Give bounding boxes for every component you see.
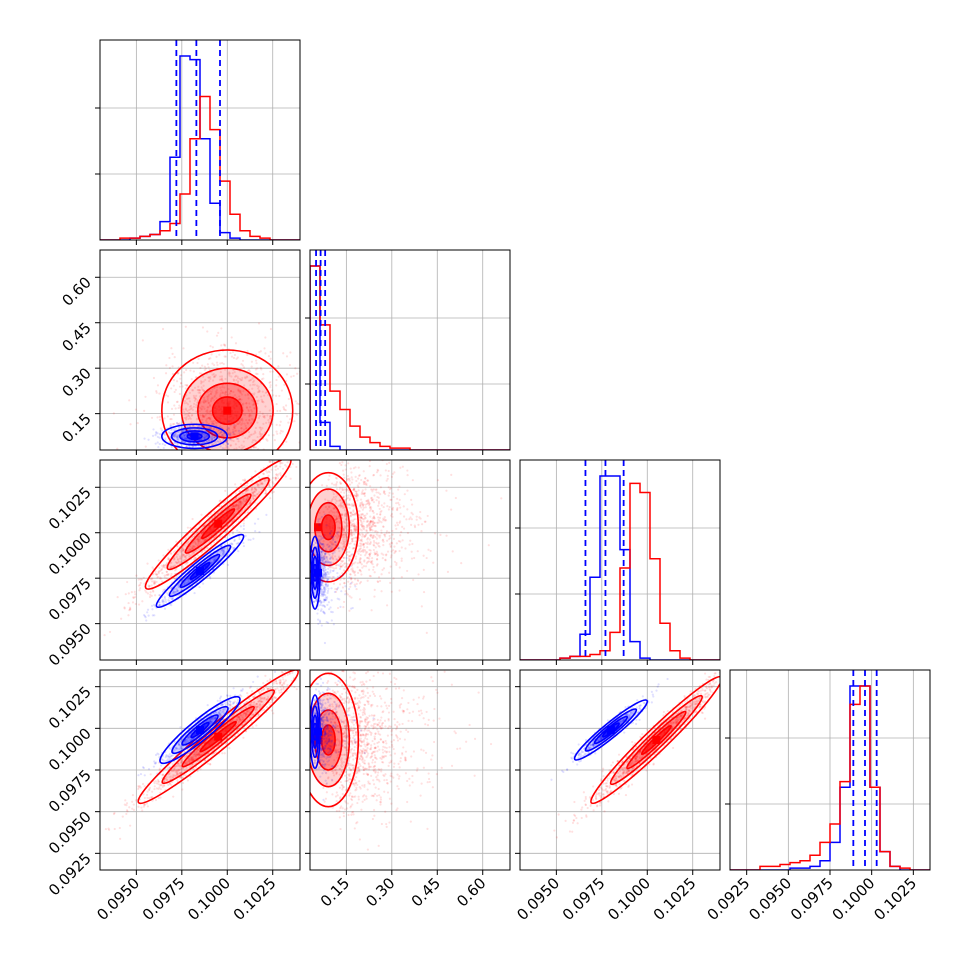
contours-red bbox=[310, 471, 360, 583]
peak-blue bbox=[606, 726, 615, 734]
panel-frame bbox=[309, 249, 511, 451]
peak-blue bbox=[190, 432, 199, 441]
y-tick-label: 0.45 bbox=[58, 319, 94, 355]
y-tick-label: 0.1000 bbox=[45, 724, 95, 774]
peak-red bbox=[652, 736, 661, 744]
hist-red-step bbox=[100, 95, 300, 240]
x-tick-label: 0.0950 bbox=[93, 874, 143, 924]
contours-red bbox=[161, 349, 294, 450]
contours-blue bbox=[310, 535, 322, 610]
y-tick-label: 0.0925 bbox=[45, 849, 95, 899]
panel-plot-area bbox=[100, 460, 300, 660]
peak-blue bbox=[314, 727, 322, 736]
contour-level-0 bbox=[310, 471, 360, 583]
contour-level-0 bbox=[155, 533, 245, 609]
peak-red bbox=[214, 519, 223, 528]
x-tick-label: 0.1000 bbox=[829, 874, 879, 924]
y-tick-label: 0.1025 bbox=[45, 683, 95, 733]
panel-plot-area bbox=[520, 460, 720, 660]
hist-red-step bbox=[520, 482, 720, 660]
x-tick-label: 0.60 bbox=[453, 874, 489, 910]
x-tick-label: 0.0975 bbox=[559, 874, 609, 924]
contour-level-0 bbox=[590, 675, 720, 805]
contour-level-0 bbox=[159, 695, 241, 765]
y-tick-label: 0.0950 bbox=[45, 808, 95, 858]
y-tick-label: 0.0975 bbox=[45, 766, 95, 816]
panel-2-1 bbox=[309, 459, 511, 661]
panel-frame bbox=[309, 459, 511, 661]
y-tick-label: 0.0975 bbox=[45, 574, 95, 624]
y-tick-label: 0.30 bbox=[58, 364, 94, 400]
y-tick-label: 0.1000 bbox=[45, 529, 95, 579]
x-tick-label: 0.1025 bbox=[650, 874, 700, 924]
peak-red bbox=[214, 732, 223, 741]
y-tick-label: 0.60 bbox=[58, 273, 94, 309]
contours-blue bbox=[573, 699, 649, 761]
panel-plot-area bbox=[310, 670, 510, 870]
x-tick-label: 0.45 bbox=[408, 874, 444, 910]
scatter-red bbox=[316, 670, 493, 851]
y-tick-label: 0.15 bbox=[58, 410, 94, 446]
panel-plot-area bbox=[310, 460, 510, 660]
panel-3-1 bbox=[309, 669, 511, 871]
y-tick-label: 0.1025 bbox=[45, 483, 95, 533]
panel-plot-area bbox=[520, 670, 720, 870]
contours-blue bbox=[161, 423, 229, 450]
x-tick-label: 0.0950 bbox=[745, 874, 795, 924]
panel-0-0 bbox=[95, 39, 301, 241]
contour-level-0 bbox=[310, 672, 360, 808]
panel-frame bbox=[99, 39, 301, 241]
panel-plot-area bbox=[100, 40, 300, 240]
x-tick-label: 0.0975 bbox=[787, 874, 837, 924]
hist-blue-step bbox=[100, 55, 300, 240]
x-tick-label: 0.1000 bbox=[184, 874, 234, 924]
peak-red bbox=[223, 406, 232, 415]
peak-red bbox=[314, 523, 322, 532]
peak-blue bbox=[314, 568, 322, 577]
panel-plot-area bbox=[730, 670, 930, 870]
panel-1-1 bbox=[305, 249, 511, 451]
peak-blue bbox=[196, 726, 204, 734]
x-tick-label: 0.1000 bbox=[604, 874, 654, 924]
peak-blue bbox=[196, 566, 204, 575]
panel-plot-area bbox=[310, 250, 510, 450]
contours-red bbox=[137, 670, 299, 805]
panel-3-2 bbox=[519, 669, 721, 871]
y-tick-label: 0.0950 bbox=[45, 620, 95, 670]
x-tick-label: 0.15 bbox=[317, 874, 353, 910]
x-tick-label: 0.30 bbox=[362, 874, 398, 910]
panel-frame bbox=[519, 459, 721, 661]
x-tick-label: 0.0925 bbox=[704, 874, 754, 924]
x-tick-label: 0.1025 bbox=[870, 874, 920, 924]
x-tick-label: 0.0950 bbox=[513, 874, 563, 924]
contours-blue bbox=[155, 533, 245, 609]
panel-2-2 bbox=[515, 459, 721, 661]
hist-red-step bbox=[310, 265, 510, 450]
panel-2-0 bbox=[99, 459, 301, 661]
panel-frame bbox=[99, 249, 301, 451]
panel-plot-area bbox=[100, 250, 300, 450]
x-tick-label: 0.0975 bbox=[139, 874, 189, 924]
contours-red bbox=[590, 675, 720, 805]
panel-1-0 bbox=[99, 249, 301, 451]
contours-blue bbox=[159, 695, 241, 765]
panel-3-3 bbox=[725, 669, 931, 871]
contour-level-0 bbox=[161, 423, 229, 450]
contour-level-0 bbox=[144, 460, 292, 590]
contour-level-0 bbox=[161, 349, 294, 450]
contour-level-0 bbox=[573, 699, 649, 761]
panel-3-0 bbox=[99, 669, 301, 871]
panel-frame bbox=[99, 459, 301, 661]
hist-blue-step bbox=[310, 265, 510, 450]
x-tick-label: 0.1025 bbox=[230, 874, 280, 924]
contours-blue bbox=[310, 694, 322, 770]
contours-red bbox=[144, 460, 292, 590]
hist-red-step bbox=[730, 685, 930, 870]
panel-plot-area bbox=[100, 670, 300, 870]
